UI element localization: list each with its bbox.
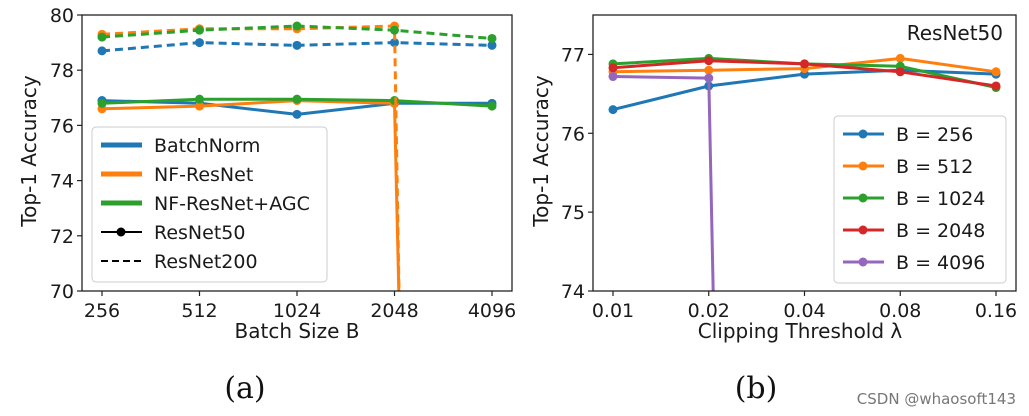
watermark: CSDN @whaosoft143 bbox=[857, 390, 1016, 408]
panel-b-ytick-label-3: 77 bbox=[561, 44, 585, 66]
panel-b-legend-box bbox=[833, 115, 1007, 284]
panel-a-point-0-2 bbox=[292, 109, 302, 119]
panel-b-point-4-1 bbox=[704, 73, 714, 83]
panel-b-xtick-label-3: 0.08 bbox=[879, 300, 921, 322]
panel-a-legend-label-2: NF-ResNet+AGC bbox=[154, 193, 310, 215]
panel-a-xlabel: Batch Size B bbox=[235, 319, 360, 343]
panel-a-point-5-0 bbox=[97, 32, 107, 42]
panel-a-point-5-3 bbox=[390, 25, 399, 35]
panel-b-legend-marker-0 bbox=[858, 129, 868, 139]
panel-b-series-group bbox=[608, 53, 1001, 291]
panel-a-point-5-1 bbox=[195, 25, 204, 35]
panel-b-point-3-1 bbox=[704, 56, 714, 66]
panel-b-ytick-label-0: 74 bbox=[561, 281, 585, 303]
panel-b-point-3-3 bbox=[895, 67, 905, 77]
panel-b-legend-marker-4 bbox=[858, 257, 868, 267]
panel-a-point-1-1 bbox=[195, 101, 204, 111]
panel-a-ylabel: Top-1 Accuracy bbox=[17, 75, 41, 228]
panel-b-legend-label-3: B = 2048 bbox=[896, 220, 985, 242]
panel-b-point-1-3 bbox=[895, 53, 905, 63]
panel-b-ytick-label-1: 75 bbox=[561, 202, 585, 224]
panel-b-legend-marker-1 bbox=[858, 161, 868, 171]
panel-b-point-4-0 bbox=[608, 72, 618, 82]
panel-b-title: ResNet50 bbox=[907, 21, 1003, 45]
panel-a-ytick-label-2: 74 bbox=[50, 171, 74, 193]
panel-a-ytick-label-5: 80 bbox=[50, 5, 74, 27]
panel-b-legend-label-1: B = 512 bbox=[896, 156, 973, 178]
panel-a-xtick-label-0: 256 bbox=[84, 300, 120, 322]
panel-b-point-3-0 bbox=[608, 63, 618, 73]
panel-b-xtick-label-0: 0.01 bbox=[592, 300, 634, 322]
panel-b-caption: (b) bbox=[735, 371, 778, 406]
panel-a-xtick-label-2: 1024 bbox=[273, 300, 321, 322]
panel-b-legend-marker-2 bbox=[858, 193, 868, 203]
panel-b-point-1-4 bbox=[991, 67, 1001, 77]
panel-b-xlabel: Clipping Threshold λ bbox=[698, 319, 903, 343]
panel-a-point-5-4 bbox=[487, 33, 497, 43]
panel-a-legend-marker-3 bbox=[116, 227, 126, 237]
panel-a-legend-label-3: ResNet50 bbox=[154, 222, 245, 244]
panel-b-xtick-label-1: 0.02 bbox=[688, 300, 730, 322]
panel-a-point-3-1 bbox=[195, 38, 204, 48]
panel-b-point-1-1 bbox=[704, 65, 714, 75]
panel-b-ylabel: Top-1 Accuracy bbox=[529, 75, 553, 228]
panel-a-caption: (a) bbox=[224, 371, 265, 406]
panel-b-legend-label-4: B = 4096 bbox=[896, 252, 985, 274]
panel-b-point-3-4 bbox=[991, 81, 1001, 91]
panel-a-point-2-2 bbox=[292, 94, 302, 104]
panel-a-ytick-label-0: 70 bbox=[50, 281, 74, 303]
panel-a-xtick-label-4: 4096 bbox=[468, 300, 516, 322]
panel-b-legend-label-0: B = 256 bbox=[896, 124, 973, 146]
panel-a-series-group bbox=[97, 21, 497, 291]
panel-a-point-3-2 bbox=[292, 40, 302, 50]
panel-a-ytick-label-1: 72 bbox=[50, 226, 74, 248]
panel-a-xtick-label-3: 2048 bbox=[370, 300, 418, 322]
panel-b-point-0-0 bbox=[608, 105, 618, 115]
panel-a-ytick-label-3: 76 bbox=[50, 115, 74, 137]
panel-b-legend-label-2: B = 1024 bbox=[896, 188, 985, 210]
panel-a-point-3-4 bbox=[487, 40, 497, 50]
panel-b-legend-marker-3 bbox=[858, 225, 868, 235]
panel-a-legend-label-1: NF-ResNet bbox=[154, 164, 253, 186]
panel-b-point-3-2 bbox=[800, 59, 809, 69]
panel-a-point-2-1 bbox=[195, 94, 204, 104]
panel-a-point-5-2 bbox=[292, 21, 302, 31]
panel-a-point-3-3 bbox=[390, 38, 399, 48]
chart-panel-b: 0.01 0.02 0.04 0.08 0.16 74 75 76 77 B = 256 B = 5… bbox=[529, 14, 1017, 406]
panel-a-xtick-label-1: 512 bbox=[181, 300, 217, 322]
panel-b-xtick-label-4: 0.16 bbox=[975, 300, 1017, 322]
panel-a-point-3-0 bbox=[97, 46, 107, 56]
panel-a-legend-label-4: ResNet200 bbox=[154, 251, 258, 273]
panel-b-series-line-4 bbox=[612, 75, 715, 291]
panel-b-xtick-label-2: 0.04 bbox=[783, 300, 825, 322]
panel-a-point-2-4 bbox=[487, 101, 497, 111]
panel-a-legend-label-0: BatchNorm bbox=[154, 135, 260, 157]
chart-panel-a: 256 512 1024 2048 4096 70 72 74 76 78 80 BatchNorm N… bbox=[17, 5, 516, 406]
panel-a-ytick-label-4: 78 bbox=[50, 60, 74, 82]
panel-a-legend-box bbox=[91, 126, 328, 283]
panel-a-point-2-0 bbox=[97, 98, 107, 108]
panel-b-ytick-label-2: 76 bbox=[561, 123, 585, 145]
